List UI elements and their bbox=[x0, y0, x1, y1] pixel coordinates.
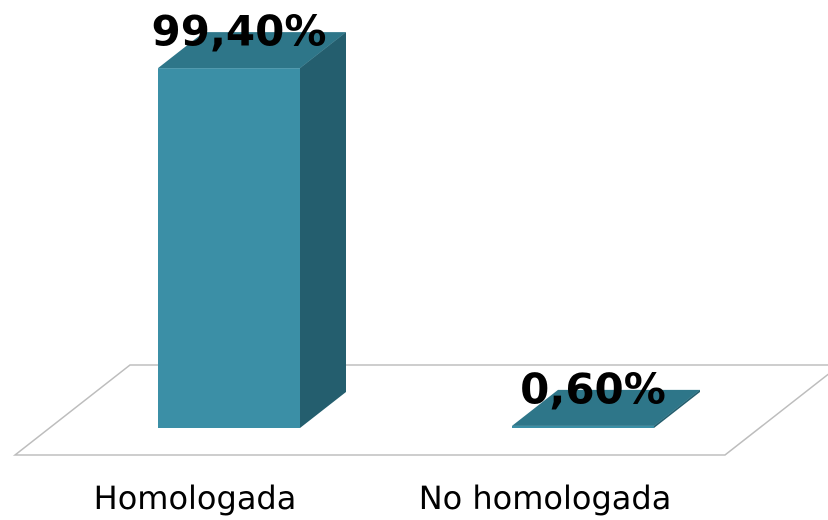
bar bbox=[158, 68, 300, 428]
bar bbox=[512, 425, 654, 428]
x-tick-label: Homologada bbox=[94, 479, 297, 517]
floor bbox=[12, 364, 828, 456]
bar-top bbox=[158, 32, 346, 69]
bar-top bbox=[512, 389, 700, 426]
bar-side bbox=[654, 389, 700, 428]
bar-side bbox=[300, 32, 346, 429]
x-tick-label: No homologada bbox=[419, 479, 672, 517]
data-label: 99,40% bbox=[152, 7, 327, 56]
data-label: 0,60% bbox=[520, 364, 666, 413]
